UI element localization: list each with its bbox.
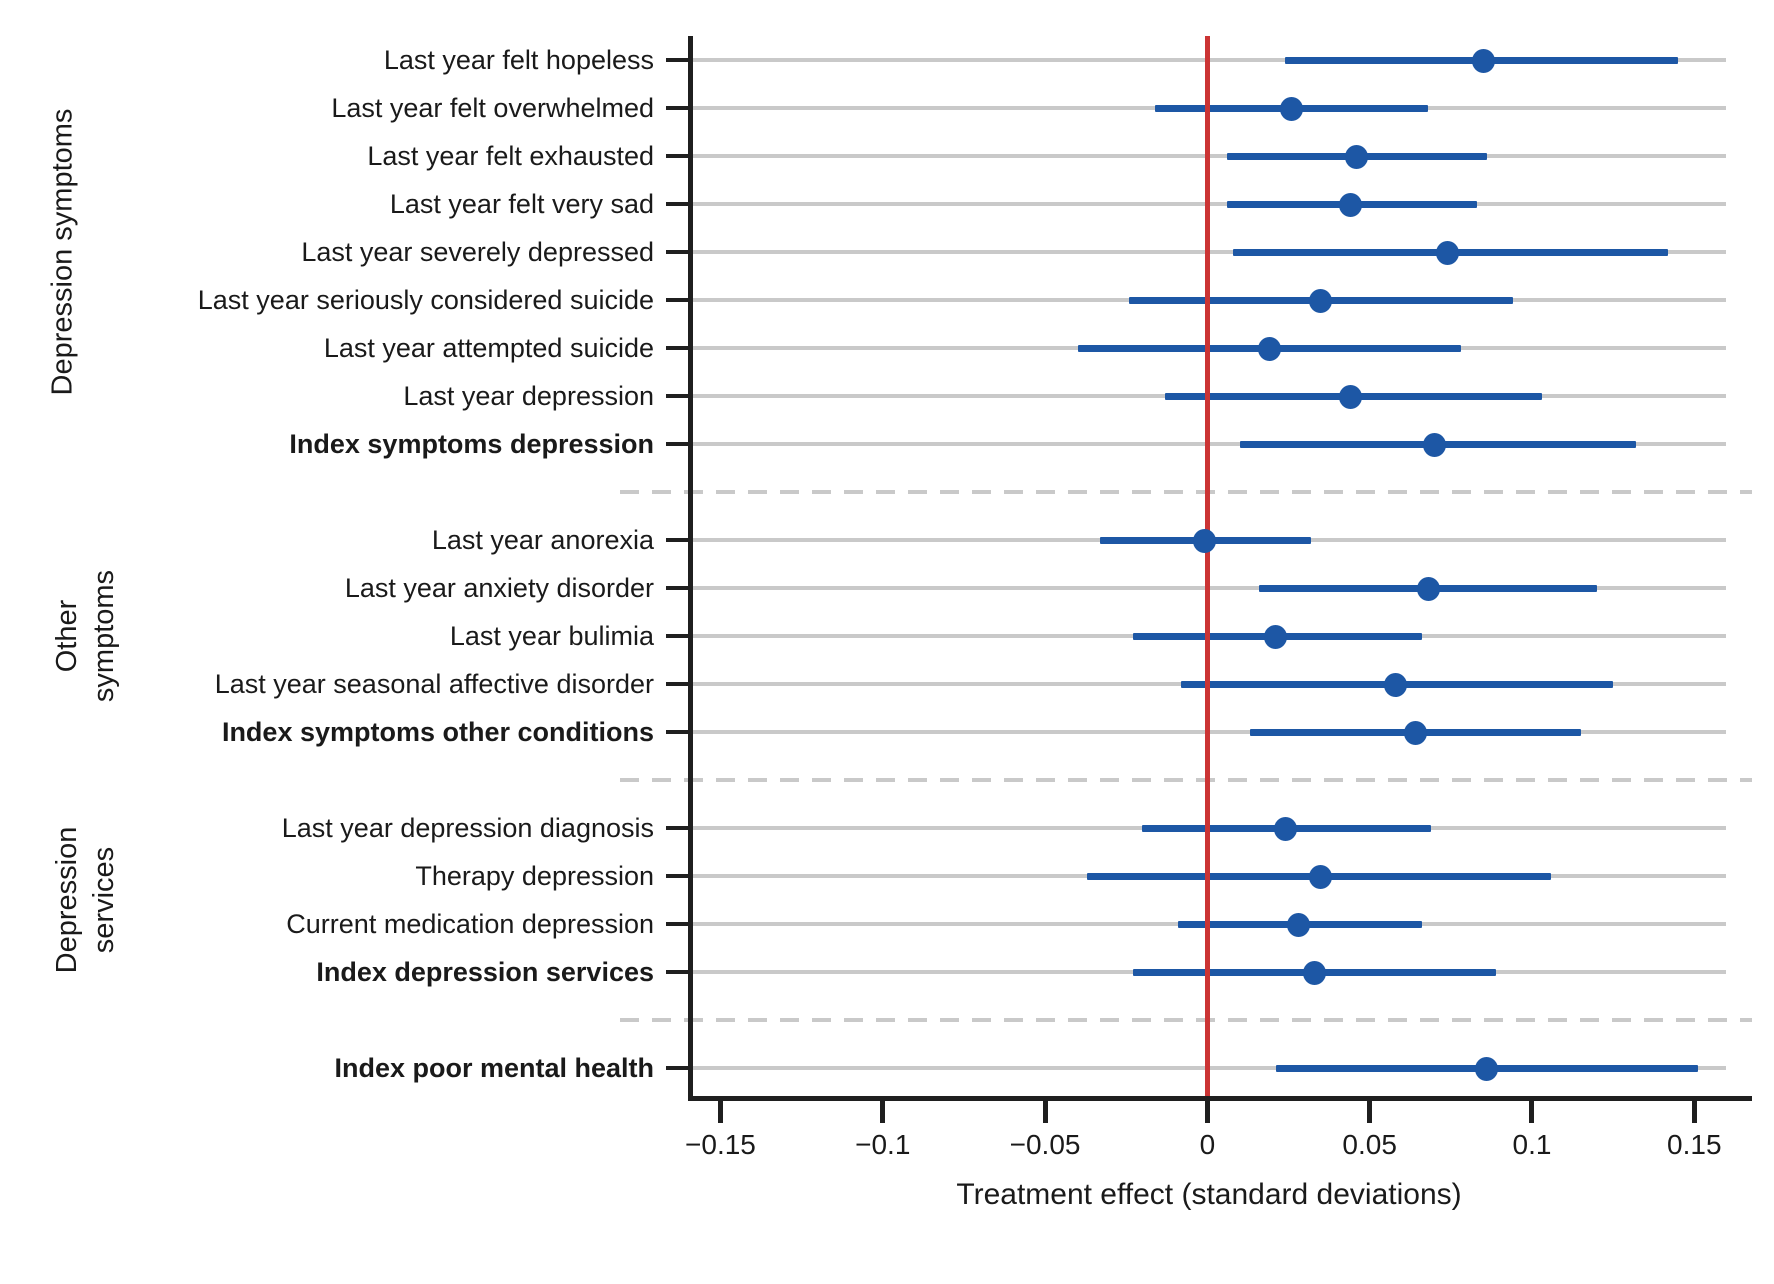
row-label: Last year depression — [403, 381, 654, 411]
group-label-other-symptoms: Other symptoms — [49, 570, 123, 702]
point-estimate-dot — [1264, 624, 1288, 649]
row-label: Last year depression diagnosis — [281, 813, 654, 843]
group-label-line: Other — [51, 599, 83, 673]
row-tick-mark — [666, 154, 688, 158]
group-separator-dashed-line — [620, 778, 1752, 782]
x-tick-mark — [1529, 1101, 1535, 1123]
point-estimate-dot — [1475, 1056, 1499, 1081]
row-label: Index symptoms depression — [289, 429, 654, 459]
point-estimate-dot — [1309, 864, 1333, 889]
row-label: Index poor mental health — [334, 1053, 654, 1083]
x-tick-mark — [1367, 1101, 1373, 1123]
group-separator-dashed-line — [620, 1018, 1752, 1022]
x-tick-label: 0.05 — [1342, 1129, 1397, 1160]
row-label: Last year felt very sad — [389, 189, 654, 219]
x-tick-label: 0.1 — [1512, 1129, 1552, 1160]
group-label-line: services — [88, 846, 120, 954]
row-label: Last year severely depressed — [301, 237, 654, 267]
point-estimate-dot — [1302, 960, 1326, 985]
point-estimate-dot — [1471, 48, 1495, 73]
row-tick-mark — [666, 58, 688, 62]
row-tick-mark — [666, 442, 688, 446]
x-axis-title: Treatment effect (standard deviations) — [956, 1178, 1462, 1211]
row-tick-mark — [666, 682, 688, 686]
row-label: Last year felt exhausted — [367, 141, 654, 171]
point-estimate-dot — [1403, 720, 1427, 745]
point-estimate-dot — [1257, 336, 1281, 361]
point-estimate-dot — [1384, 672, 1408, 697]
row-label: Index depression services — [316, 957, 654, 987]
point-estimate-dot — [1436, 240, 1460, 265]
group-label-depression-services: Depression services — [49, 827, 123, 974]
x-tick-mark — [1204, 1101, 1210, 1123]
y-axis-spine — [688, 36, 693, 1101]
row-tick-mark — [666, 250, 688, 254]
row-label: Last year seasonal affective disorder — [214, 669, 654, 699]
x-tick-label: −0.1 — [855, 1129, 911, 1160]
x-tick-label: 0.15 — [1667, 1129, 1722, 1160]
point-estimate-dot — [1192, 528, 1216, 553]
point-estimate-dot — [1338, 384, 1362, 409]
zero-reference-line — [1204, 36, 1210, 1096]
point-estimate-dot — [1273, 816, 1297, 841]
row-label: Last year attempted suicide — [323, 333, 654, 363]
x-tick-mark — [1691, 1101, 1697, 1123]
row-tick-mark — [666, 394, 688, 398]
x-tick-label: −0.15 — [685, 1129, 756, 1160]
row-tick-mark — [666, 922, 688, 926]
x-tick-mark — [717, 1101, 723, 1123]
x-tick-mark — [1042, 1101, 1048, 1123]
point-estimate-dot — [1309, 288, 1333, 313]
x-tick-mark — [880, 1101, 886, 1123]
row-tick-mark — [666, 1066, 688, 1070]
row-tick-mark — [666, 586, 688, 590]
row-label: Last year seriously considered suicide — [197, 285, 654, 315]
row-label: Last year bulimia — [449, 621, 654, 651]
point-estimate-dot — [1286, 912, 1310, 937]
row-tick-mark — [666, 970, 688, 974]
group-label-depression-symptoms: Depression symptoms — [45, 109, 82, 396]
group-label-line: symptoms — [88, 569, 120, 703]
row-label: Current medication depression — [286, 909, 654, 939]
row-label: Last year felt hopeless — [383, 45, 654, 75]
row-tick-mark — [666, 346, 688, 350]
point-estimate-dot — [1280, 96, 1304, 121]
row-label: Last year anorexia — [431, 525, 654, 555]
row-label: Last year felt overwhelmed — [331, 93, 654, 123]
row-label: Last year anxiety disorder — [344, 573, 654, 603]
point-estimate-dot — [1416, 576, 1440, 601]
row-tick-mark — [666, 826, 688, 830]
row-tick-mark — [666, 538, 688, 542]
x-tick-label: −0.05 — [1009, 1129, 1081, 1160]
row-tick-mark — [666, 634, 688, 638]
row-tick-mark — [666, 874, 688, 878]
point-estimate-dot — [1338, 192, 1362, 217]
row-label: Therapy depression — [415, 861, 654, 891]
point-estimate-dot — [1423, 432, 1447, 457]
x-tick-label: 0 — [1199, 1129, 1216, 1160]
row-tick-mark — [666, 730, 688, 734]
row-tick-mark — [666, 298, 688, 302]
row-tick-mark — [666, 106, 688, 110]
group-label-line: Depression — [51, 826, 83, 974]
row-label: Index symptoms other conditions — [221, 717, 654, 747]
group-separator-dashed-line — [620, 490, 1752, 494]
group-label-line: Depression symptoms — [46, 108, 79, 396]
row-tick-mark — [666, 202, 688, 206]
point-estimate-dot — [1345, 144, 1369, 169]
x-axis-line — [688, 1096, 1752, 1101]
